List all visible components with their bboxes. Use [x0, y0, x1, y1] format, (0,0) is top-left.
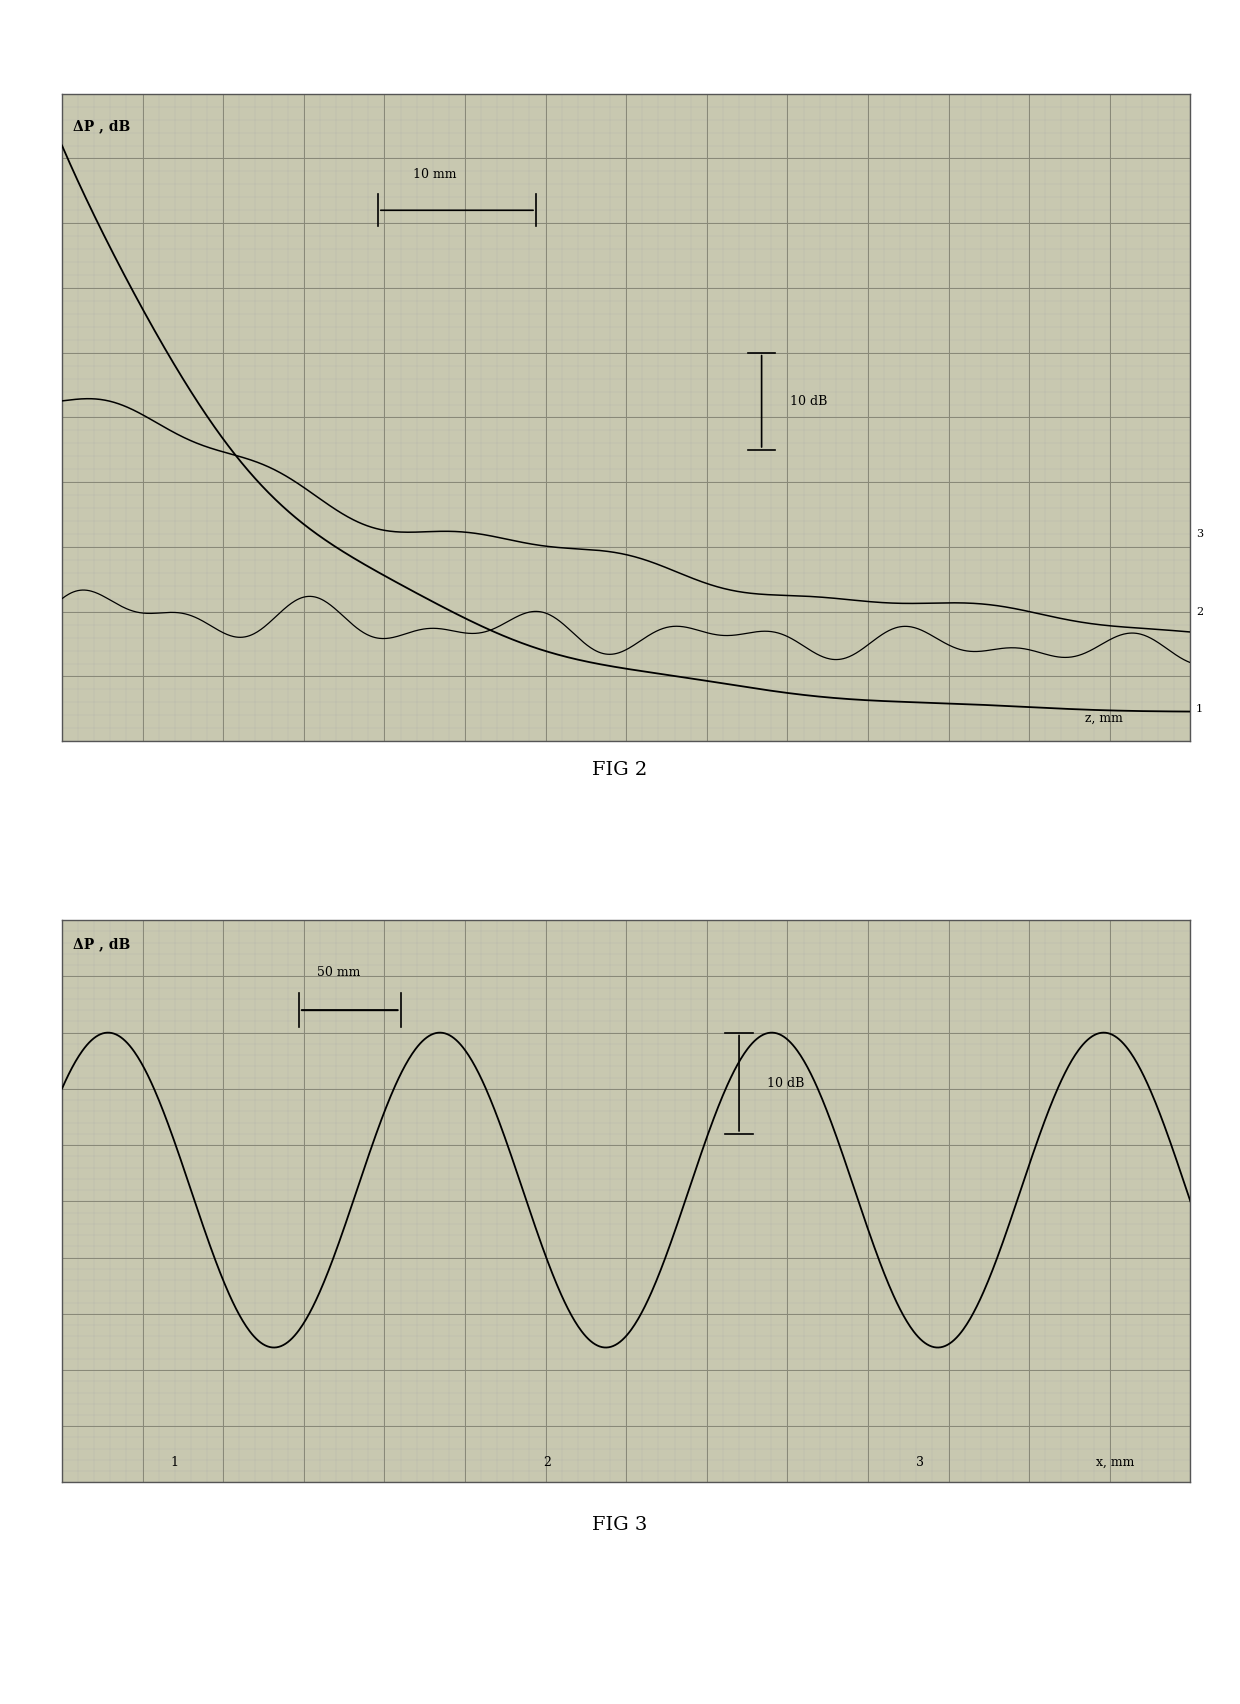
- Text: FIG 2: FIG 2: [593, 762, 647, 779]
- Text: FIG 3: FIG 3: [593, 1517, 647, 1534]
- Text: 2: 2: [1197, 607, 1203, 617]
- Text: 1: 1: [1197, 704, 1203, 714]
- Text: 2: 2: [543, 1455, 551, 1469]
- Text: 1: 1: [171, 1455, 179, 1469]
- Text: 10 mm: 10 mm: [413, 169, 456, 181]
- Text: 50 mm: 50 mm: [316, 966, 360, 980]
- Text: ΔP , dB: ΔP , dB: [73, 937, 130, 951]
- Text: ΔP , dB: ΔP , dB: [73, 119, 130, 133]
- Text: 10 dB: 10 dB: [768, 1077, 805, 1091]
- Text: 10 dB: 10 dB: [790, 395, 827, 407]
- Text: z, mm: z, mm: [1085, 712, 1122, 724]
- Text: x, mm: x, mm: [1096, 1455, 1133, 1469]
- Text: 3: 3: [1197, 528, 1203, 538]
- Text: 3: 3: [915, 1455, 924, 1469]
